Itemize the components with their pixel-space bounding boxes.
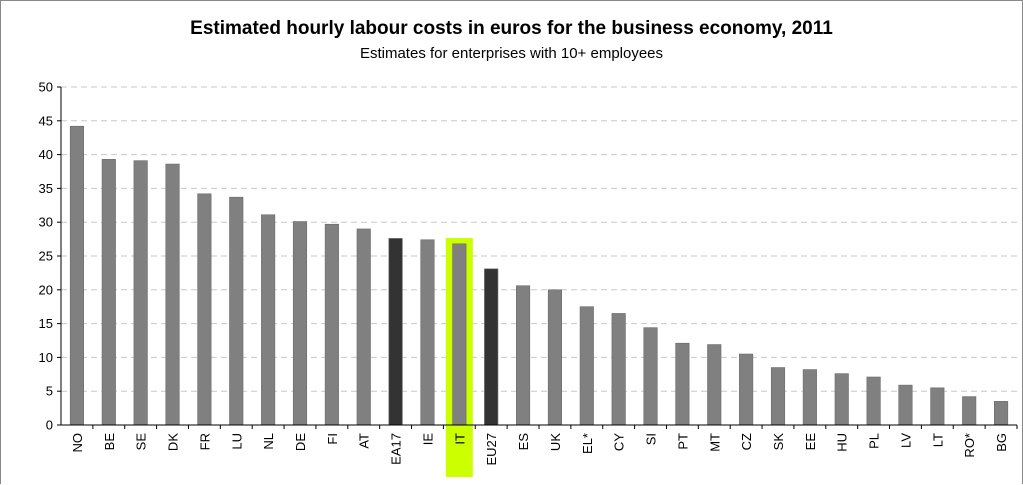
bar-no <box>69 125 84 426</box>
bar-pt <box>675 342 690 426</box>
x-tick-label: NL <box>261 433 276 450</box>
bar-hu <box>834 373 849 426</box>
bar-be <box>101 159 116 426</box>
bar-lu <box>229 196 244 426</box>
y-tick-label: 40 <box>39 147 53 162</box>
bar-fr <box>197 193 212 426</box>
x-tick-label: SK <box>771 433 786 451</box>
chart-subtitle: Estimates for enterprises with 10+ emplo… <box>359 45 664 62</box>
chart-title: Estimated hourly labour costs in euros f… <box>190 18 833 39</box>
x-tick-label: NO <box>70 433 85 453</box>
bar-es <box>516 285 531 426</box>
x-tick-label: PL <box>867 433 882 449</box>
bar-de <box>292 221 308 426</box>
bar-it <box>452 243 467 426</box>
x-tick-label: LV <box>898 433 913 448</box>
x-tick-label: LT <box>930 433 945 447</box>
x-tick-label: EA17 <box>389 433 404 465</box>
x-tick-label: CY <box>612 433 627 451</box>
x-tick-label: DE <box>293 433 308 451</box>
bar-ie <box>420 239 435 426</box>
bar-eu27 <box>484 268 499 426</box>
x-tick-label: LU <box>229 433 244 450</box>
x-tick-label: MT <box>707 433 722 452</box>
bar-ro <box>962 396 977 426</box>
y-tick-label: 15 <box>39 316 53 331</box>
x-tick-label: RO* <box>962 433 977 458</box>
y-tick-label: 50 <box>39 80 53 95</box>
y-tick-label: 0 <box>46 418 53 433</box>
y-tick-label: 10 <box>39 350 53 365</box>
x-tick-label: IE <box>420 433 435 446</box>
x-tick-label: DK <box>166 433 181 451</box>
x-tick-label: EL* <box>580 433 595 454</box>
bar-ea17 <box>388 238 403 426</box>
bar-pl <box>866 376 881 426</box>
x-tick-label: HU <box>835 433 850 452</box>
bar-bg <box>994 401 1009 426</box>
bar-dk <box>165 163 180 426</box>
x-tick-label: FI <box>325 433 340 445</box>
bar-fi <box>324 223 339 426</box>
x-tick-label: IT <box>452 433 467 445</box>
y-tick-label: 45 <box>39 113 53 128</box>
bar-mt <box>707 344 722 426</box>
y-tick-label: 5 <box>46 384 53 399</box>
bar-lv <box>898 384 913 426</box>
bar-cz <box>739 353 754 426</box>
bar-uk <box>547 289 562 426</box>
x-tick-label: BG <box>994 433 1009 452</box>
bar-sk <box>770 367 786 426</box>
bar-el <box>579 306 594 426</box>
bar-lt <box>930 387 945 426</box>
x-tick-label: ES <box>516 433 531 451</box>
y-tick-label: 35 <box>39 181 53 196</box>
x-tick-label: EE <box>803 433 818 451</box>
x-tick-label: BE <box>102 433 117 451</box>
x-tick-label: FR <box>197 433 212 450</box>
x-tick-label: SI <box>644 433 659 445</box>
x-tick-label: EU27 <box>484 433 499 466</box>
x-tick-label: PT <box>675 433 690 450</box>
bar-si <box>643 327 658 426</box>
x-tick-label: SE <box>134 433 149 451</box>
y-tick-label: 20 <box>39 282 53 297</box>
y-tick-label: 25 <box>39 249 53 264</box>
bar-nl <box>261 214 276 426</box>
bar-se <box>133 160 148 426</box>
bar-cy <box>611 313 626 426</box>
bar-ee <box>802 369 817 426</box>
y-tick-label: 30 <box>39 215 53 230</box>
bar-at <box>356 228 371 426</box>
x-tick-label: CZ <box>739 433 754 450</box>
x-tick-label: UK <box>548 433 563 451</box>
x-tick-label: AT <box>357 433 372 449</box>
